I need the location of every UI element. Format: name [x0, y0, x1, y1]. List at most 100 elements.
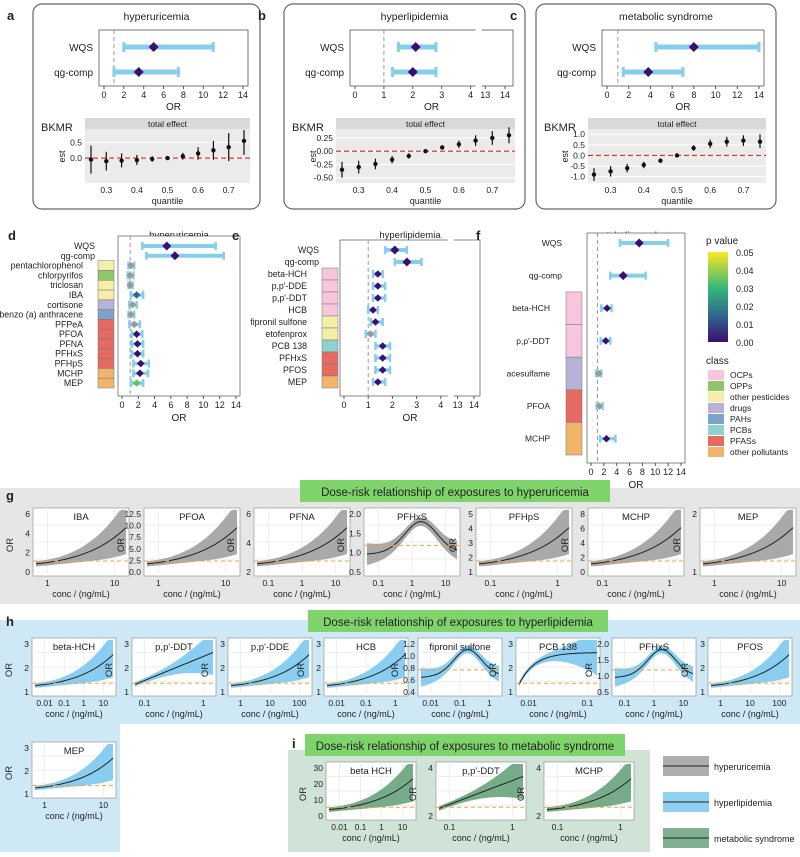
dose-x-label: conc / (ng/mL): [45, 709, 103, 719]
bkmr-point: [658, 158, 663, 163]
dose-ci-band: [231, 640, 309, 688]
bkmr-facet-label: total effect: [657, 119, 697, 129]
dose-y-tick-label: 1: [24, 789, 29, 799]
dose-x-label: conc / (ng/mL): [431, 709, 489, 719]
bkmr-x-tick-label: 0.3: [353, 185, 365, 195]
forest-row-label: MCHP: [525, 434, 550, 444]
forest-tick-label: 12: [732, 90, 742, 100]
bkmr-y-tick-label: 1.0: [573, 129, 585, 139]
forest-tick-label: 12: [215, 400, 225, 410]
panel-letter: h: [6, 614, 14, 629]
forest-tick-label: 2: [410, 90, 415, 100]
dose-y-label: OR: [672, 538, 683, 552]
dose-x-tick-label: 0.1: [360, 698, 372, 708]
dose-panel-title: PFOS: [737, 642, 763, 653]
dose-curve: [35, 527, 127, 565]
class-strip-cell: [97, 358, 115, 369]
dose-row-i: i Dose-risk relationship of exposures to …: [288, 734, 650, 852]
bkmr-x-tick-label: 0.6: [453, 185, 465, 195]
bkmr-y-tick-label: -1.0: [570, 172, 585, 182]
dose-y-label: OR: [296, 663, 307, 677]
dose-y-label: OR: [390, 663, 401, 677]
forest-row-label: HCB: [288, 305, 307, 315]
bkmr-x-label: quantile: [410, 196, 442, 206]
dose-panel-title: p,p'-DDT: [462, 766, 500, 777]
bkmr-label: BKMR: [41, 122, 73, 134]
forest-tick-label: 4: [438, 400, 443, 410]
class-strip-cell: [321, 291, 339, 305]
bkmr-x-tick-label: 0.4: [638, 185, 650, 195]
class-legend-swatch: [708, 436, 724, 446]
forest-tick-label: 14: [469, 400, 479, 410]
dose-x-label: conc / (ng/mL): [383, 589, 441, 599]
dose-x-tick-label: 0.1: [581, 698, 593, 708]
forest-tick-label: 2: [390, 400, 395, 410]
class-strip-cell: [565, 356, 583, 391]
forest-tick-label: 3: [414, 400, 419, 410]
dose-y-tick-label: 2: [428, 811, 433, 821]
forest-tick-label: 4: [152, 400, 157, 410]
dose-y-tick-label: 4: [468, 524, 473, 534]
dose-y-tick-label: 1: [468, 567, 473, 577]
axis-break: [447, 238, 454, 398]
forest-tick-label: 10: [650, 467, 660, 477]
class-strip-cell: [565, 291, 583, 325]
pvalue-tick-label: 0.03: [736, 284, 754, 294]
forest-tick-label: 6: [627, 467, 632, 477]
dose-y-tick-label: 1.0: [403, 651, 415, 661]
dose-ci-band: [439, 764, 523, 811]
bkmr-point: [490, 135, 495, 141]
forest-estimate-diamond: [132, 291, 141, 299]
forest-row-label: beta-HCH: [512, 303, 550, 313]
line-legend-label: hyperuricemia: [714, 762, 771, 772]
dose-y-tick-label: 1: [692, 567, 697, 577]
forest-estimate-diamond: [594, 369, 603, 378]
forest-estimate-diamond: [374, 282, 382, 290]
forest-row-label: qg-comp: [61, 251, 95, 261]
forest-row-label: qg-comp: [529, 271, 562, 281]
dose-ci-band: [327, 640, 405, 688]
dose-x-tick-label: 1: [618, 822, 623, 832]
dose-y-tick-label: 4: [428, 763, 433, 773]
class-legend-swatch: [708, 447, 724, 457]
class-legend-swatch: [708, 414, 724, 424]
forest-estimate-diamond: [133, 349, 142, 358]
dose-x-tick-label: 1: [81, 698, 86, 708]
pvalue-tick-label: 0.02: [736, 302, 754, 312]
dose-panel-title: beta-HCH: [53, 642, 95, 653]
dose-y-label: OR: [298, 787, 309, 801]
forest-plot-area: [349, 29, 514, 87]
forest-estimate-diamond: [643, 67, 654, 77]
dose-panel-title: PFHxS: [397, 512, 427, 523]
dose-panel-title: beta HCH: [350, 766, 392, 777]
dose-x-tick-label: 1: [667, 578, 672, 588]
dose-row-banner-text: Dose-risk relationship of exposures to h…: [321, 487, 589, 499]
dose-y-tick-label: 0.5: [597, 687, 609, 697]
dose-panel-title: HCB: [356, 642, 376, 653]
forest-estimate-diamond: [127, 310, 135, 319]
dose-x-tick-label: 1: [42, 800, 47, 810]
dose-y-tick-label: 6: [25, 509, 30, 519]
dose-curve: [366, 521, 458, 555]
dose-x-tick-label: 0.1: [139, 698, 151, 708]
dose-row-banner: [308, 610, 608, 632]
forest-estimate-diamond: [136, 359, 145, 368]
panel-letter: f: [476, 228, 481, 243]
dose-x-tick-label: 0.1: [355, 822, 367, 832]
forest-estimate-diamond: [407, 67, 418, 77]
bkmr-point: [211, 148, 216, 153]
bkmr-point: [423, 149, 428, 154]
class-strip-cell: [565, 389, 583, 423]
forest-plot-area: [339, 239, 481, 397]
bkmr-y-label: est: [560, 150, 570, 163]
dose-x-tick-label: 10: [221, 578, 231, 588]
dose-y-tick-label: 4: [25, 528, 30, 538]
class-strip-cell: [97, 368, 115, 379]
forest-row-label: qg-comp: [557, 68, 596, 79]
dose-y-tick-label: 2.0: [349, 509, 361, 519]
dose-x-tick-label: 1: [652, 698, 657, 708]
